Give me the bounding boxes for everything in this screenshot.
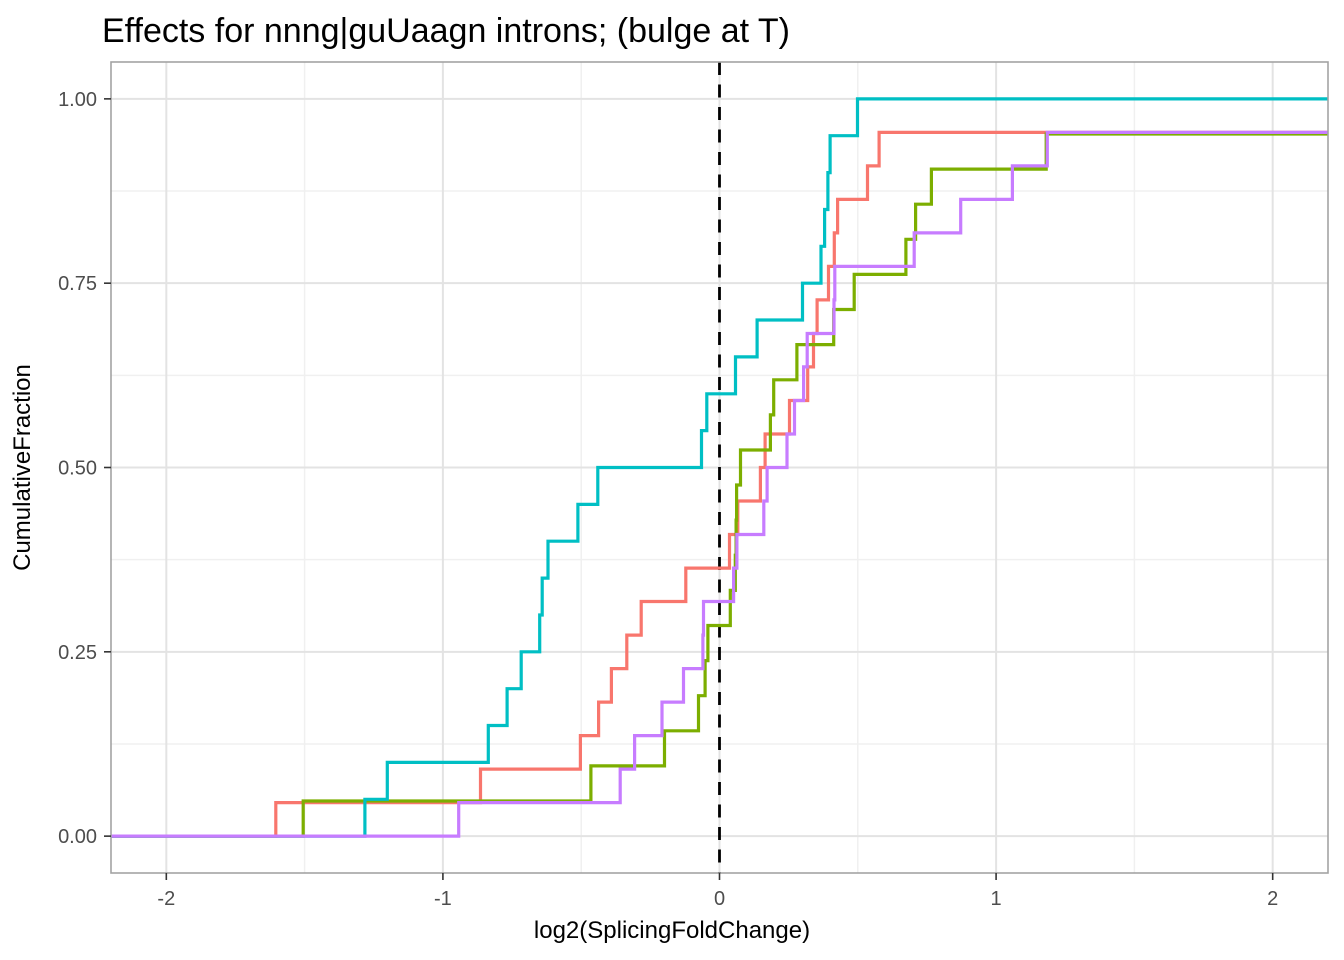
x-tick-label: 2 (1267, 888, 1278, 910)
x-tick-label: 1 (991, 888, 1002, 910)
y-tick-label: 0.25 (58, 642, 97, 664)
plot-title: Effects for nnng|guUaagn introns; (bulge… (102, 12, 790, 50)
x-axis-title: log2(SplicingFoldChange) (533, 917, 811, 944)
ecdf-line-salmon (111, 130, 1328, 838)
y-tick-label: 1.00 (58, 89, 97, 111)
ecdf-line-teal (111, 97, 1328, 838)
y-tick-label: 0.50 (58, 458, 97, 480)
ecdf-line-olive-green (111, 132, 1328, 838)
y-tick-label: 0.75 (58, 273, 97, 295)
ecdf-line-purple (111, 130, 1328, 838)
x-tick-label: -1 (434, 888, 452, 910)
y-axis-title: CumulativeFraction (9, 364, 36, 571)
x-tick-label: -2 (157, 888, 175, 910)
x-tick-label: 0 (714, 888, 725, 910)
y-tick-label: 0.00 (58, 826, 97, 848)
